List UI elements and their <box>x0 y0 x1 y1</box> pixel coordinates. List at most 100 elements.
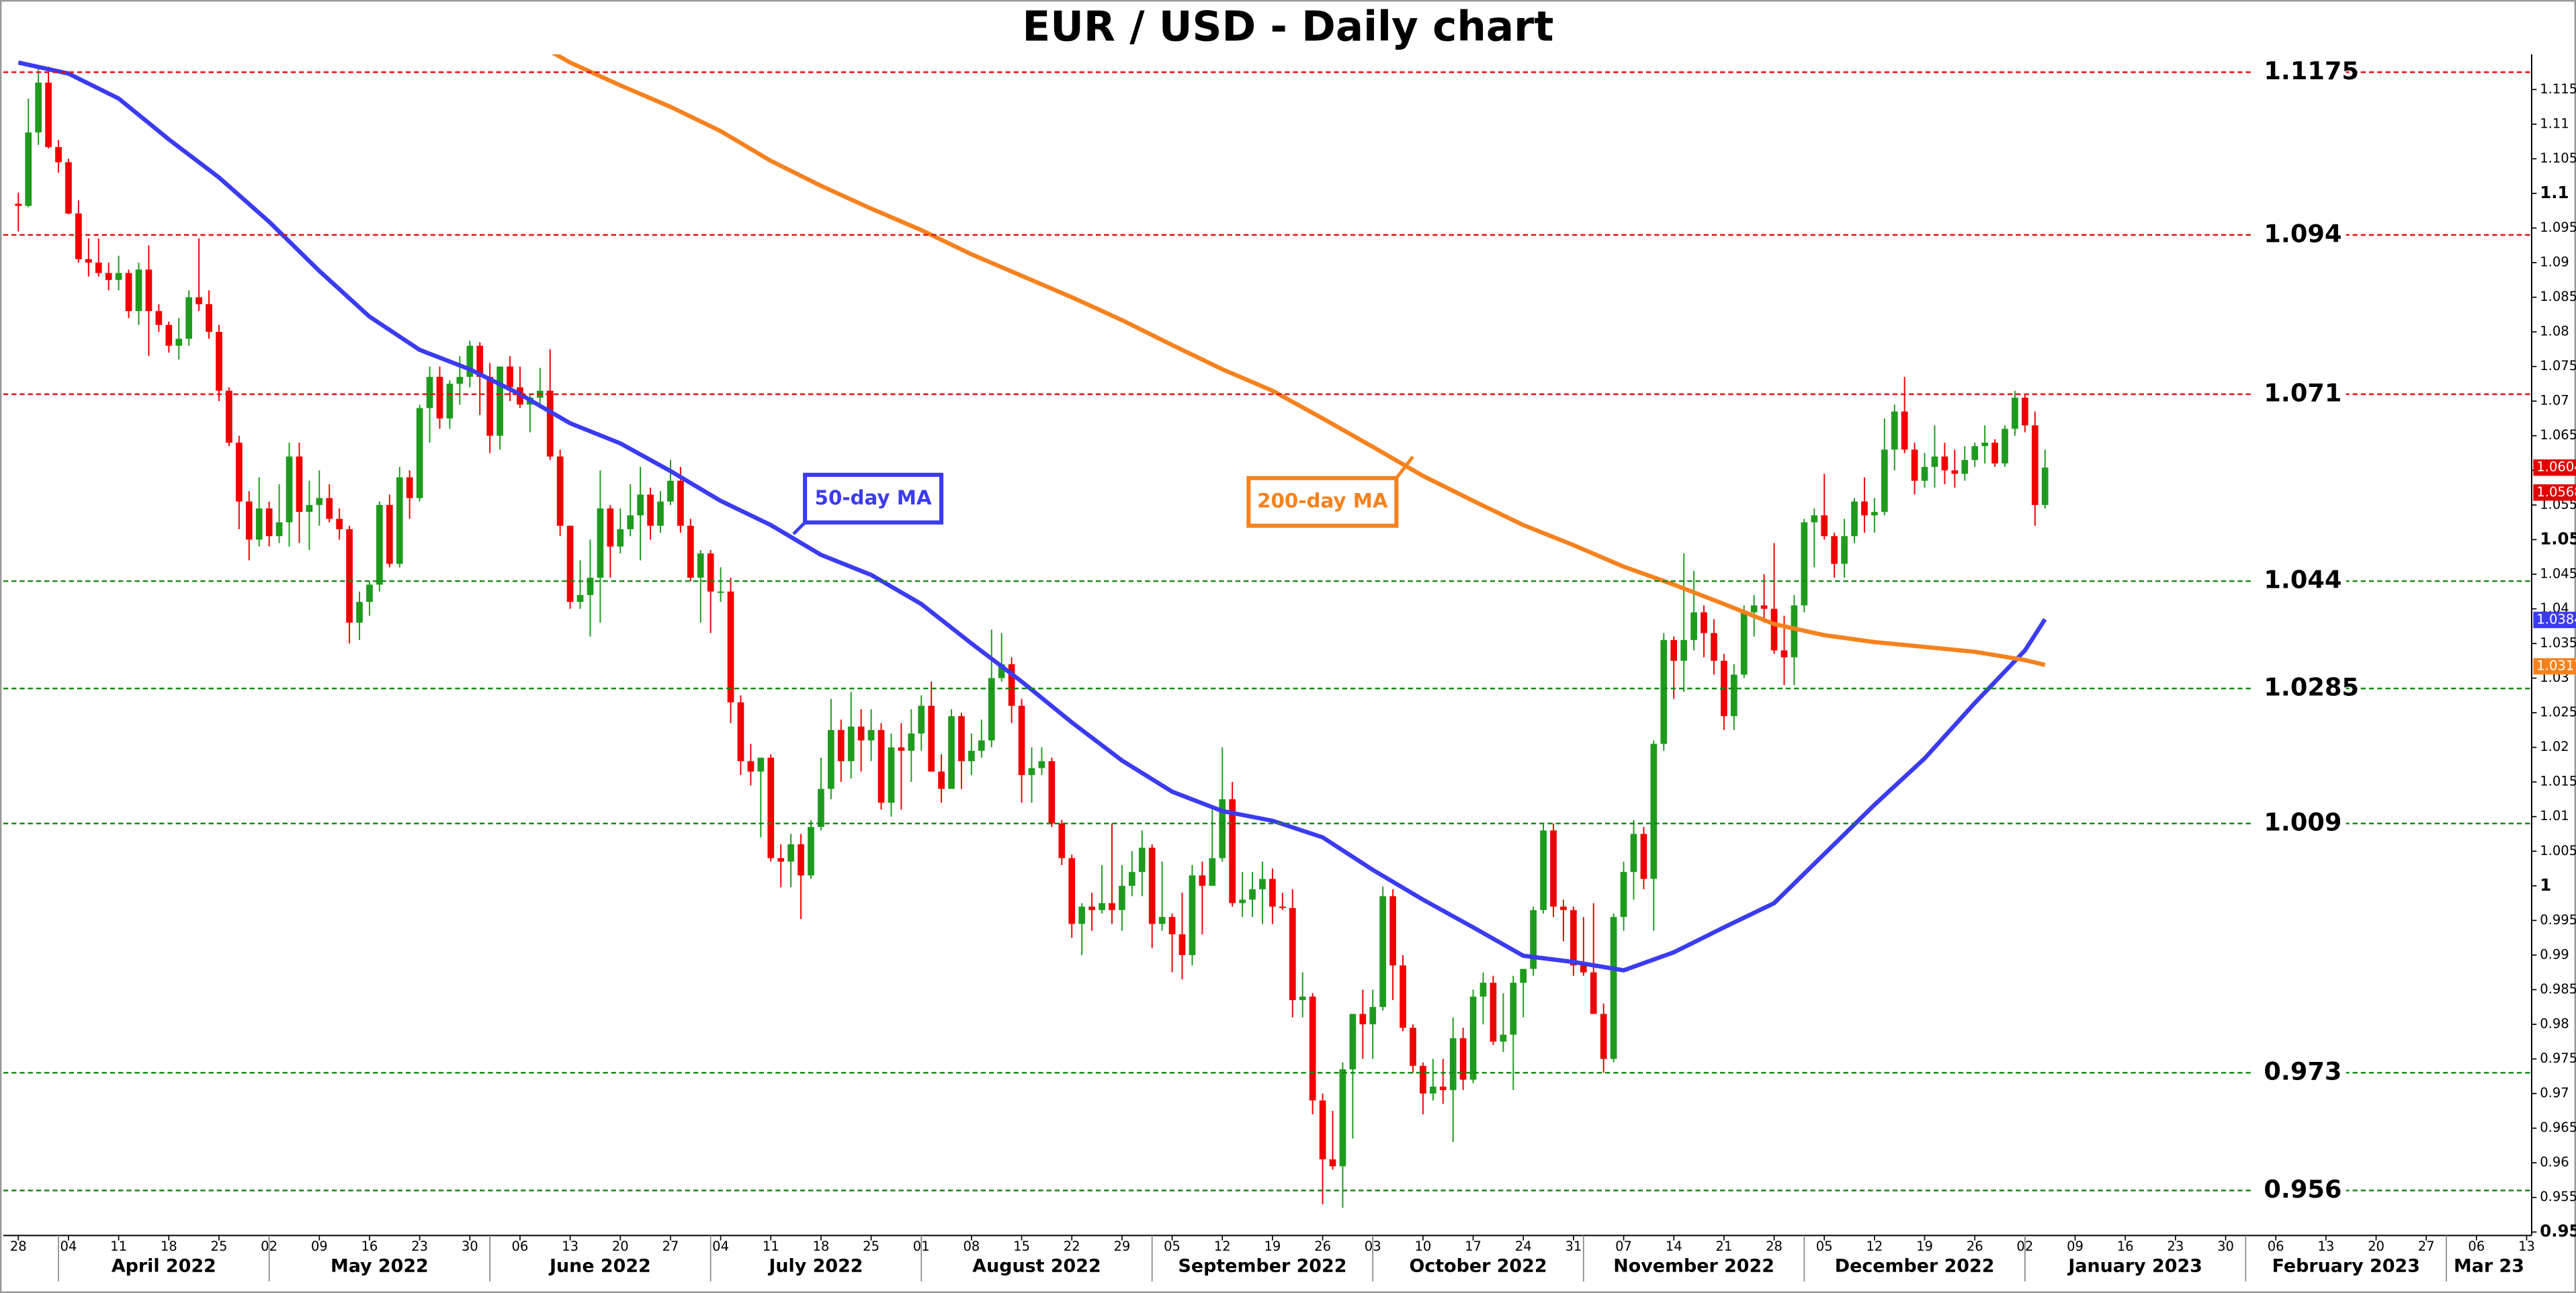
candle-body <box>777 858 785 862</box>
x-tick-label: 06 <box>511 1239 528 1254</box>
candle-body <box>1269 879 1276 907</box>
y-tick-label: 1 <box>2540 875 2551 895</box>
candle-body <box>85 259 92 263</box>
x-tick-label: 04 <box>712 1239 729 1254</box>
candle-body <box>1931 456 1938 467</box>
candle-body <box>948 716 955 789</box>
candle-body <box>1279 906 1286 908</box>
y-tick-label: 1.09 <box>2540 255 2569 270</box>
candle-body <box>1570 909 1577 966</box>
x-tick-label: 16 <box>361 1239 378 1254</box>
price-tag <box>2533 484 2576 501</box>
candle-body <box>1550 830 1557 907</box>
candle-body <box>958 716 965 762</box>
candle-body <box>908 733 915 751</box>
y-tick-label: 1.115 <box>2540 81 2576 97</box>
candle-body <box>1018 705 1025 775</box>
x-tick-label: 19 <box>1264 1239 1281 1254</box>
candle-body <box>647 494 654 526</box>
y-tick-label: 0.95 <box>2540 1221 2576 1241</box>
month-label: August 2022 <box>972 1255 1101 1276</box>
x-tick-label: 08 <box>963 1239 980 1254</box>
candle-body <box>376 504 383 585</box>
y-tick-label: 0.975 <box>2540 1051 2576 1066</box>
candle-body <box>1249 889 1256 900</box>
candle-body <box>1620 872 1627 918</box>
candle-body <box>787 844 794 862</box>
month-label: May 2022 <box>331 1255 429 1276</box>
plot-area <box>15 54 2049 1208</box>
candle-body <box>1951 470 1959 474</box>
x-tick-label: 14 <box>1666 1239 1682 1254</box>
candle-body <box>1490 983 1497 1042</box>
x-tick-label: 09 <box>2067 1239 2084 1254</box>
candle-body <box>1299 996 1306 1000</box>
candle-body <box>175 339 183 346</box>
candle-body <box>1730 674 1737 717</box>
candle-body <box>1630 834 1637 873</box>
candle-body <box>155 311 163 325</box>
candle-body <box>1670 639 1678 661</box>
y-tick-label: 0.97 <box>2540 1085 2569 1101</box>
candle-body <box>1871 512 1878 516</box>
candle-body <box>75 213 82 259</box>
x-tick-label: 12 <box>1214 1239 1231 1254</box>
x-tick-label: 13 <box>2317 1239 2334 1254</box>
month-label: April 2022 <box>112 1255 216 1276</box>
y-tick-label: 1.02 <box>2540 739 2569 754</box>
x-tick-label: 07 <box>1615 1239 1632 1254</box>
y-tick-label: 1.1 <box>2540 183 2569 202</box>
candle-body <box>637 494 644 516</box>
price-tag-label: 1.0604 <box>2536 459 2576 475</box>
candle-body <box>1410 1028 1416 1066</box>
price-tag-label: 1.0568 <box>2536 484 2576 500</box>
candle-body <box>436 377 443 418</box>
x-tick-label: 27 <box>2418 1239 2435 1254</box>
x-tick-label: 05 <box>1816 1239 1833 1254</box>
candle-body <box>757 758 765 772</box>
candle-body <box>1921 467 1928 481</box>
candle-body <box>918 705 925 734</box>
level-label-bg <box>2253 381 2346 408</box>
candle-body <box>707 553 714 592</box>
moving-average-line <box>17 60 2047 973</box>
candle-body <box>546 390 554 457</box>
candle-body <box>1038 761 1045 768</box>
candle-body <box>1138 848 1146 873</box>
x-tick-label: 23 <box>411 1239 428 1254</box>
candle-body <box>1369 1007 1377 1024</box>
x-tick-label: 25 <box>211 1239 228 1254</box>
y-tick-label: 0.96 <box>2540 1155 2569 1170</box>
candle-body <box>95 263 102 273</box>
candle-body <box>727 591 734 703</box>
price-tag-label: 1.0317 <box>2536 658 2576 674</box>
candle-body <box>1891 411 1898 450</box>
y-tick-label: 1.085 <box>2540 289 2576 304</box>
candle-body <box>1429 1086 1436 1094</box>
candle-body <box>366 584 373 603</box>
candle-body <box>988 678 995 741</box>
month-label: November 2022 <box>1613 1255 1774 1276</box>
y-tick-label: 1.035 <box>2540 635 2576 650</box>
candle-body <box>1329 1159 1336 1167</box>
candle-body <box>747 761 755 772</box>
candle-body <box>667 480 674 502</box>
candle-body <box>1821 515 1828 537</box>
candle-body <box>1058 823 1066 858</box>
x-tick-label: 29 <box>1113 1239 1130 1254</box>
x-tick-label: 21 <box>1715 1239 1732 1254</box>
candle-body <box>1199 875 1206 886</box>
candle-body <box>597 508 604 578</box>
candle-body <box>938 771 945 789</box>
candle-body <box>1881 449 1888 512</box>
candle-body <box>1349 1014 1357 1069</box>
candle-body <box>105 273 112 280</box>
level-label-bg <box>2253 58 2346 86</box>
candle-body <box>1289 907 1296 1000</box>
candle-body <box>1379 896 1387 1008</box>
candle-body <box>1610 917 1617 1059</box>
candle-body <box>657 501 664 526</box>
price-tag-label: 1.0384 <box>2536 611 2576 627</box>
